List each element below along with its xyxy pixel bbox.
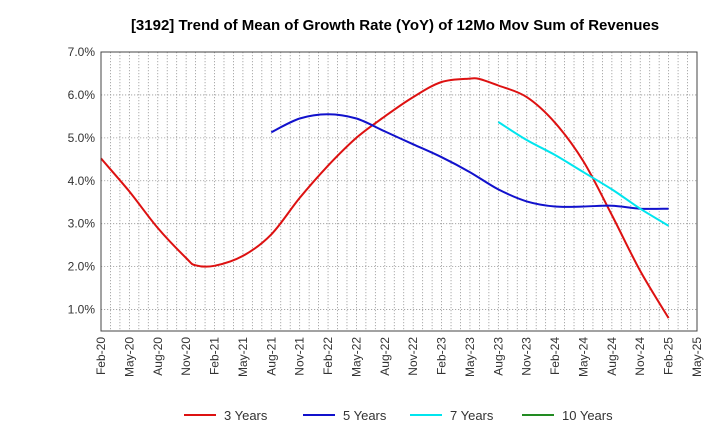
x-tick-label: May-20	[122, 337, 136, 377]
x-tick-label: Feb-20	[94, 337, 108, 375]
x-tick-label: Aug-21	[264, 337, 278, 376]
legend-label-5-years: 5 Years	[343, 408, 387, 423]
series-line-7-years	[497, 121, 670, 227]
y-tick-label: 7.0%	[68, 45, 96, 59]
legend: 3 Years 5 Years 7 Years 10 Years	[184, 408, 613, 423]
x-tick-label: Feb-22	[321, 337, 335, 375]
x-tick-label: Feb-25	[662, 337, 676, 375]
x-tick-label: Nov-23	[520, 337, 534, 376]
chart-title: [3192] Trend of Mean of Growth Rate (YoY…	[131, 17, 659, 34]
y-tick-label: 5.0%	[68, 131, 96, 145]
y-tick-label: 6.0%	[68, 88, 96, 102]
series-lines	[100, 77, 670, 319]
x-tick-label: May-23	[463, 337, 477, 377]
x-tick-label: May-22	[349, 337, 363, 377]
y-tick-label: 2.0%	[68, 260, 96, 274]
y-axis-labels: 1.0% 2.0% 3.0% 4.0% 5.0% 6.0% 7.0%	[68, 45, 96, 317]
y-tick-label: 3.0%	[68, 217, 96, 231]
x-tick-label: Nov-20	[179, 337, 193, 376]
x-tick-label: Aug-20	[151, 337, 165, 376]
legend-label-3-years: 3 Years	[224, 408, 268, 423]
x-axis-labels: Feb-20 May-20 Aug-20 Nov-20 Feb-21 May-21 Aug-…	[94, 337, 704, 377]
x-tick-label: Nov-22	[406, 337, 420, 376]
plot-border	[100, 51, 698, 332]
series-line-5-years	[270, 113, 669, 210]
x-tick-label: May-24	[576, 337, 590, 377]
x-tick-label: Feb-24	[548, 337, 562, 375]
legend-label-10-years: 10 Years	[562, 408, 613, 423]
series-line-3-years	[100, 77, 670, 319]
x-tick-label: Aug-23	[491, 337, 505, 376]
x-tick-label: Nov-21	[293, 337, 307, 376]
x-tick-label: Feb-23	[435, 337, 449, 375]
x-tick-label: Aug-22	[378, 337, 392, 376]
x-tick-label: May-21	[236, 337, 250, 377]
y-tick-label: 1.0%	[68, 303, 96, 317]
x-tick-label: Feb-21	[208, 337, 222, 375]
plot-area	[101, 52, 697, 331]
x-tick-label: May-25	[690, 337, 704, 377]
y-tick-label: 4.0%	[68, 174, 96, 188]
x-tick-label: Aug-24	[605, 337, 619, 376]
legend-label-7-years: 7 Years	[450, 408, 494, 423]
x-tick-label: Nov-24	[633, 337, 647, 376]
